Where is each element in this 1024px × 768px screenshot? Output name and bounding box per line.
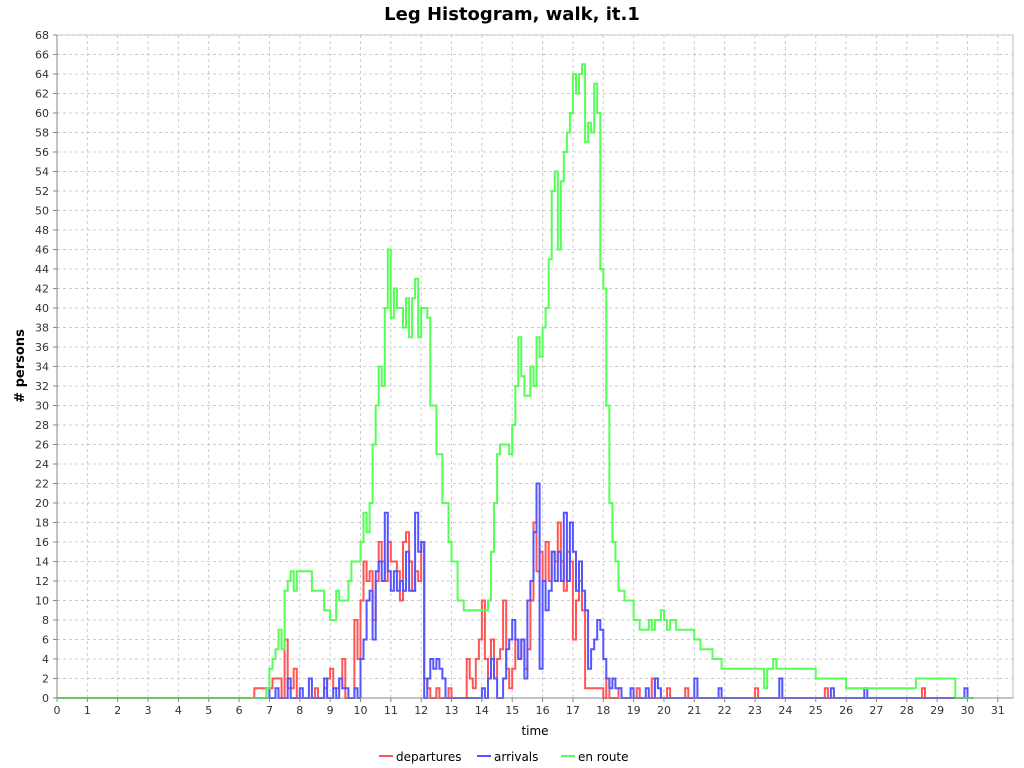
y-tick-label: 40 <box>35 302 49 315</box>
x-tick-label: 27 <box>869 704 883 717</box>
x-tick-label: 1 <box>84 704 91 717</box>
legend-label-en-route: en route <box>578 750 629 764</box>
y-tick-label: 62 <box>35 88 49 101</box>
legend-label-arrivals: arrivals <box>494 750 538 764</box>
x-axis-label: time <box>521 724 548 738</box>
x-tick-label: 7 <box>266 704 273 717</box>
x-tick-label: 28 <box>900 704 914 717</box>
y-tick-label: 32 <box>35 380 49 393</box>
x-tick-label: 10 <box>353 704 367 717</box>
y-tick-label: 44 <box>35 263 49 276</box>
series-line-en-route <box>57 63 974 699</box>
y-tick-label: 64 <box>35 68 49 81</box>
y-tick-label: 36 <box>35 341 49 354</box>
y-tick-label: 42 <box>35 283 49 296</box>
x-tick-label: 16 <box>536 704 550 717</box>
y-tick-label: 14 <box>35 556 49 569</box>
x-tick-label: 5 <box>205 704 212 717</box>
y-tick-label: 12 <box>35 575 49 588</box>
x-tick-label: 6 <box>236 704 243 717</box>
y-tick-label: 20 <box>35 497 49 510</box>
x-tick-label: 30 <box>960 704 974 717</box>
x-tick-label: 14 <box>475 704 489 717</box>
y-axis-ticks: 0246810121416182022242628303234363840424… <box>35 29 57 705</box>
x-tick-label: 17 <box>566 704 580 717</box>
x-tick-label: 23 <box>748 704 762 717</box>
x-tick-label: 12 <box>414 704 428 717</box>
x-tick-label: 21 <box>687 704 701 717</box>
x-tick-label: 19 <box>627 704 641 717</box>
x-tick-label: 3 <box>145 704 152 717</box>
y-tick-label: 58 <box>35 127 49 140</box>
y-tick-label: 16 <box>35 536 49 549</box>
x-tick-label: 22 <box>718 704 732 717</box>
x-tick-label: 8 <box>296 704 303 717</box>
x-tick-label: 26 <box>839 704 853 717</box>
y-tick-label: 2 <box>42 673 49 686</box>
x-tick-label: 0 <box>54 704 61 717</box>
series-lines <box>57 63 974 699</box>
x-axis-ticks: 0 1 2 3 4 5 6 7 8 9 10 11 12 13 14 15 16 17 18 19 20 21 22 23 24… <box>54 698 1005 717</box>
x-tick-label: 25 <box>809 704 823 717</box>
x-tick-label: 20 <box>657 704 671 717</box>
y-tick-label: 38 <box>35 322 49 335</box>
y-tick-label: 6 <box>42 634 49 647</box>
y-tick-label: 54 <box>35 166 49 179</box>
y-tick-label: 60 <box>35 107 49 120</box>
series-line-arrivals <box>57 482 974 699</box>
x-tick-label: 31 <box>991 704 1005 717</box>
y-tick-label: 48 <box>35 224 49 237</box>
y-tick-label: 46 <box>35 244 49 257</box>
y-tick-label: 10 <box>35 595 49 608</box>
y-tick-label: 22 <box>35 478 49 491</box>
y-tick-label: 0 <box>42 692 49 705</box>
x-tick-label: 11 <box>384 704 398 717</box>
legend: departures arrivals en route <box>379 750 629 764</box>
y-tick-label: 24 <box>35 458 49 471</box>
x-tick-label: 13 <box>445 704 459 717</box>
chart-title: Leg Histogram, walk, it.1 <box>384 4 640 25</box>
y-tick-label: 30 <box>35 400 49 413</box>
x-tick-label: 4 <box>175 704 182 717</box>
y-tick-label: 34 <box>35 361 49 374</box>
y-tick-label: 26 <box>35 439 49 452</box>
legend-label-departures: departures <box>396 750 462 764</box>
y-tick-label: 28 <box>35 419 49 432</box>
y-axis-label: # persons <box>13 329 28 403</box>
y-tick-label: 52 <box>35 185 49 198</box>
x-tick-label: 29 <box>930 704 944 717</box>
x-tick-label: 2 <box>114 704 121 717</box>
y-tick-label: 18 <box>35 517 49 530</box>
x-tick-label: 15 <box>505 704 519 717</box>
y-tick-label: 66 <box>35 49 49 62</box>
y-tick-label: 4 <box>42 653 49 666</box>
x-tick-label: 18 <box>596 704 610 717</box>
y-tick-label: 8 <box>42 614 49 627</box>
y-tick-label: 50 <box>35 205 49 218</box>
x-tick-label: 24 <box>778 704 792 717</box>
y-tick-label: 68 <box>35 29 49 42</box>
y-tick-label: 56 <box>35 146 49 159</box>
x-tick-label: 9 <box>327 704 334 717</box>
